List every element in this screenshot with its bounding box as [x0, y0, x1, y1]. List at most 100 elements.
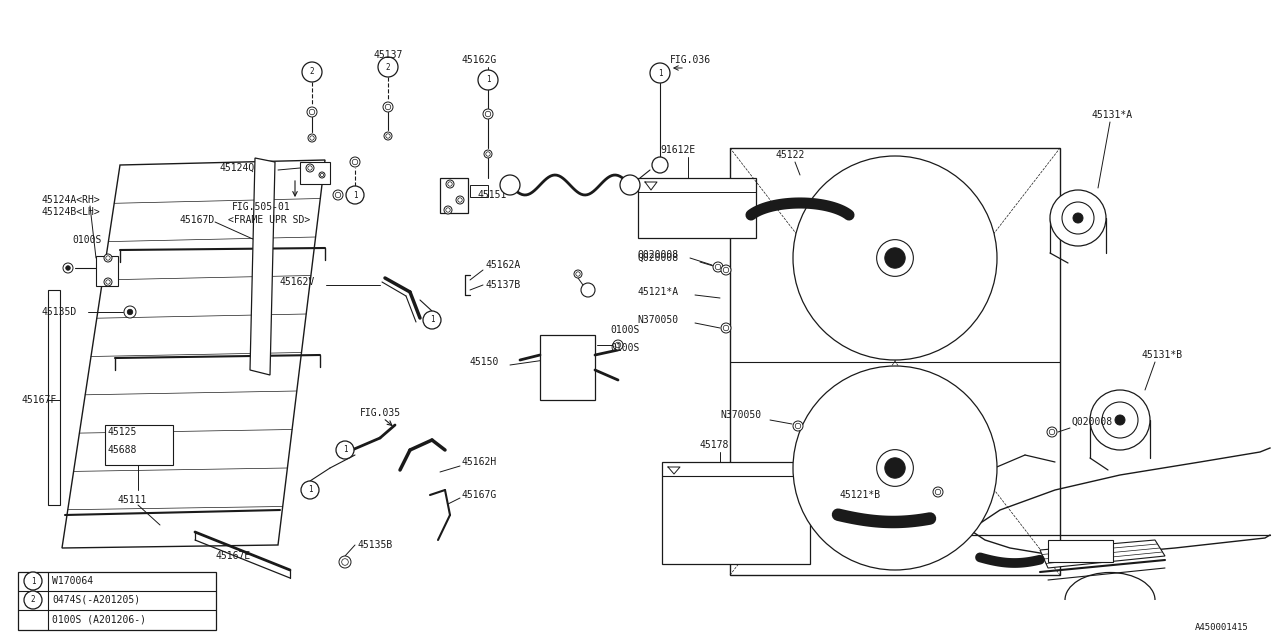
Text: 2: 2 [31, 595, 36, 605]
Circle shape [448, 182, 452, 186]
Circle shape [378, 57, 398, 77]
Text: 0100S: 0100S [72, 235, 101, 245]
Text: 45167F: 45167F [22, 395, 58, 405]
Circle shape [24, 572, 42, 590]
Polygon shape [1039, 540, 1165, 568]
Bar [470, 185, 488, 197]
Text: N370050: N370050 [719, 410, 762, 420]
Circle shape [620, 175, 640, 195]
Text: Q020008: Q020008 [1073, 417, 1114, 427]
Circle shape [933, 487, 943, 497]
Circle shape [385, 134, 390, 138]
Circle shape [936, 489, 941, 495]
Circle shape [723, 325, 728, 331]
Bar [440, 178, 468, 213]
Text: 45162H: 45162H [462, 457, 497, 467]
Circle shape [477, 70, 498, 90]
Circle shape [458, 198, 462, 202]
Circle shape [1102, 402, 1138, 438]
Bar [730, 148, 1060, 575]
Text: 45131*A: 45131*A [1092, 110, 1133, 120]
Polygon shape [61, 160, 325, 548]
Circle shape [500, 175, 520, 195]
Circle shape [333, 190, 343, 200]
Text: 1: 1 [307, 486, 312, 495]
Text: N370050: N370050 [637, 315, 678, 325]
Circle shape [320, 173, 324, 177]
Circle shape [383, 102, 393, 112]
Polygon shape [250, 158, 275, 375]
Circle shape [1062, 202, 1094, 234]
Text: 1: 1 [485, 76, 490, 84]
Circle shape [384, 132, 392, 140]
Circle shape [884, 458, 905, 478]
Circle shape [794, 156, 997, 360]
Text: 45124B<LH>: 45124B<LH> [42, 207, 101, 217]
Circle shape [877, 450, 914, 486]
Text: 45135B: 45135B [358, 540, 393, 550]
Text: FIG.035: FIG.035 [360, 408, 401, 418]
Circle shape [310, 109, 315, 115]
Text: 45162V: 45162V [280, 277, 315, 287]
Text: 45162G: 45162G [462, 55, 497, 65]
Circle shape [63, 263, 73, 273]
Circle shape [716, 264, 721, 269]
Circle shape [877, 239, 914, 276]
Circle shape [1047, 427, 1057, 437]
Circle shape [445, 208, 451, 212]
Bar [300, 162, 330, 184]
Circle shape [485, 111, 490, 116]
Circle shape [310, 136, 314, 140]
Circle shape [616, 342, 621, 348]
Bar [96, 256, 118, 286]
Text: 45124Q: 45124Q [220, 163, 255, 173]
Text: 45162A: 45162A [485, 260, 520, 270]
Text: 45151: 45151 [477, 190, 507, 200]
Bar [49, 290, 60, 505]
Circle shape [1050, 429, 1055, 435]
Text: W170064: W170064 [52, 576, 93, 586]
Text: 1: 1 [343, 445, 347, 454]
Circle shape [385, 104, 390, 109]
Circle shape [346, 186, 364, 204]
Circle shape [794, 366, 997, 570]
Circle shape [884, 248, 905, 268]
Text: <FRAME UPR SD>: <FRAME UPR SD> [228, 215, 310, 225]
Circle shape [335, 441, 355, 459]
Bar [18, 572, 216, 630]
Circle shape [456, 196, 465, 204]
Text: 45135D: 45135D [42, 307, 77, 317]
Text: 45167G: 45167G [462, 490, 497, 500]
Circle shape [444, 206, 452, 214]
Bar [637, 178, 756, 238]
Circle shape [721, 265, 731, 275]
Circle shape [613, 340, 623, 350]
Circle shape [576, 272, 580, 276]
Text: 45122: 45122 [774, 150, 804, 160]
Text: 45124A<RH>: 45124A<RH> [42, 195, 101, 205]
Circle shape [302, 62, 323, 82]
Circle shape [307, 107, 317, 117]
Text: 45150: 45150 [470, 357, 499, 367]
Circle shape [484, 150, 492, 158]
Text: 45121*A: 45121*A [637, 287, 678, 297]
Bar [1048, 540, 1114, 562]
Text: Q020008: Q020008 [637, 250, 680, 260]
Text: 2: 2 [310, 67, 315, 77]
Circle shape [1050, 190, 1106, 246]
Text: 1: 1 [31, 577, 36, 586]
Text: 45131*B: 45131*B [1142, 350, 1183, 360]
Circle shape [581, 283, 595, 297]
Circle shape [1091, 390, 1149, 450]
Circle shape [713, 262, 723, 272]
Circle shape [306, 164, 314, 172]
Circle shape [24, 591, 42, 609]
Text: 45137B: 45137B [485, 280, 520, 290]
Bar [662, 462, 810, 564]
Circle shape [721, 323, 731, 333]
Text: 45121*B: 45121*B [840, 490, 881, 500]
Circle shape [445, 180, 454, 188]
Text: 45688: 45688 [108, 445, 137, 455]
Circle shape [1115, 415, 1125, 425]
Text: 0100S (A201206-): 0100S (A201206-) [52, 615, 146, 625]
